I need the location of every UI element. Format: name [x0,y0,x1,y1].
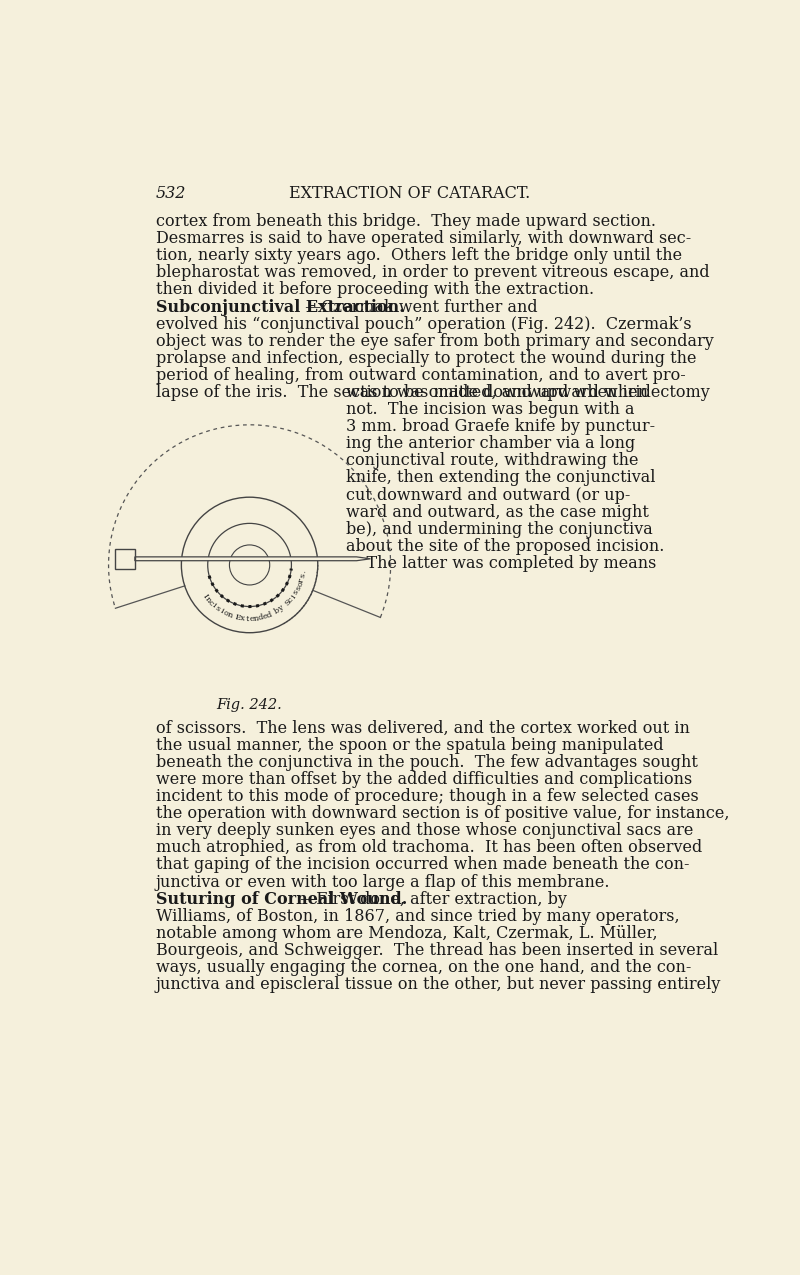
Text: cortex from beneath this bridge.  They made upward section.: cortex from beneath this bridge. They ma… [156,213,656,230]
Text: I: I [201,593,210,599]
Text: b: b [273,607,282,616]
Text: i: i [210,602,218,609]
Text: tion, nearly sixty years ago.  Others left the bridge only until the: tion, nearly sixty years ago. Others lef… [156,247,682,264]
Text: i: i [218,607,225,615]
Text: the operation with downward section is of positive value, for instance,: the operation with downward section is o… [156,806,730,822]
Text: beneath the conjunctiva in the pouch.  The few advantages sought: beneath the conjunctiva in the pouch. Th… [156,754,698,771]
Text: notable among whom are Mendoza, Kalt, Czermak, L. Müller,: notable among whom are Mendoza, Kalt, Cz… [156,924,658,942]
Text: c: c [206,598,215,607]
Text: o: o [222,608,230,618]
Text: object was to render the eye safer from both primary and secondary: object was to render the eye safer from … [156,333,714,349]
Text: s: s [292,589,301,597]
Text: lapse of the iris.  The section was made downward when iridectomy: lapse of the iris. The section was made … [156,384,710,402]
Text: cut downward and outward (or up-: cut downward and outward (or up- [346,487,631,504]
Text: t: t [246,615,249,623]
Text: of scissors.  The lens was delivered, and the cortex worked out in: of scissors. The lens was delivered, and… [156,719,690,737]
Text: EXTRACTION OF CATARACT.: EXTRACTION OF CATARACT. [290,185,530,201]
Text: the usual manner, the spoon or the spatula being manipulated: the usual manner, the spoon or the spatu… [156,737,663,754]
Text: d: d [257,613,264,622]
Text: incident to this mode of procedure; though in a few selected cases: incident to this mode of procedure; thou… [156,788,698,805]
Text: x: x [240,615,246,622]
Text: n: n [226,611,234,620]
Text: s: s [298,572,307,579]
Text: Desmarres is said to have operated similarly, with downward sec-: Desmarres is said to have operated simil… [156,231,691,247]
Text: knife, then extending the conjunctival: knife, then extending the conjunctival [346,469,656,487]
Text: n: n [203,595,213,604]
Text: 532: 532 [156,185,186,201]
Text: conjunctival route, withdrawing the: conjunctival route, withdrawing the [346,453,639,469]
Text: e: e [249,615,254,623]
Text: period of healing, from outward contamination, and to avert pro-: period of healing, from outward contamin… [156,367,686,384]
Text: —Czermak went further and: —Czermak went further and [300,298,538,315]
Text: ward and outward, as the case might: ward and outward, as the case might [346,504,650,520]
Text: —First done, after extraction, by: —First done, after extraction, by [295,891,566,908]
Text: i: i [290,593,298,599]
Text: r: r [298,578,306,583]
Text: n: n [253,615,259,622]
Text: e: e [262,612,268,621]
Text: Suturing of Corneal Wound.: Suturing of Corneal Wound. [156,891,407,908]
Text: d: d [266,611,273,620]
Text: blepharostat was removed, in order to prevent vitreous escape, and: blepharostat was removed, in order to pr… [156,264,710,282]
Text: be), and undermining the conjunctiva: be), and undermining the conjunctiva [346,520,654,538]
Text: that gaping of the incision occurred when made beneath the con-: that gaping of the incision occurred whe… [156,857,690,873]
Text: 3 mm. broad Graefe knife by punctur-: 3 mm. broad Graefe knife by punctur- [346,418,655,435]
Text: S: S [283,598,293,608]
Text: c: c [286,595,295,604]
Text: y: y [277,604,285,613]
Text: Subconjunctival Extraction.: Subconjunctival Extraction. [156,298,405,315]
Text: The latter was completed by means: The latter was completed by means [346,555,657,572]
Text: Fig. 242.: Fig. 242. [217,699,282,713]
Text: were more than offset by the added difficulties and complications: were more than offset by the added diffi… [156,771,692,788]
Text: junctiva and episcleral tissue on the other, but never passing entirely: junctiva and episcleral tissue on the ot… [156,977,721,993]
Text: s: s [294,585,303,592]
Text: E: E [234,613,242,622]
Text: Bourgeois, and Schweigger.  The thread has been inserted in several: Bourgeois, and Schweigger. The thread ha… [156,942,718,959]
Text: in very deeply sunken eyes and those whose conjunctival sacs are: in very deeply sunken eyes and those who… [156,822,693,839]
Text: not.  The incision was begun with a: not. The incision was begun with a [346,402,635,418]
Text: ways, usually engaging the cornea, on the one hand, and the con-: ways, usually engaging the cornea, on th… [156,959,691,977]
Polygon shape [135,557,370,561]
Text: ing the anterior chamber via a long: ing the anterior chamber via a long [346,435,636,453]
Text: evolved his “conjunctival pouch” operation (Fig. 242).  Czermak’s: evolved his “conjunctival pouch” operati… [156,316,691,333]
Text: prolapse and infection, especially to protect the wound during the: prolapse and infection, especially to pr… [156,349,696,367]
Text: much atrophied, as from old trachoma.  It has been often observed: much atrophied, as from old trachoma. It… [156,839,702,857]
Text: Williams, of Boston, in 1867, and since tried by many operators,: Williams, of Boston, in 1867, and since … [156,908,679,924]
Text: s: s [214,604,222,613]
Text: o: o [295,581,305,588]
Text: then divided it before proceeding with the extraction.: then divided it before proceeding with t… [156,282,594,298]
Text: about the site of the proposed incision.: about the site of the proposed incision. [346,538,665,555]
Text: was to be omitted, and upward when: was to be omitted, and upward when [346,384,649,402]
Text: junctiva or even with too large a flap of this membrane.: junctiva or even with too large a flap o… [156,873,610,890]
Text: .: . [299,570,307,574]
